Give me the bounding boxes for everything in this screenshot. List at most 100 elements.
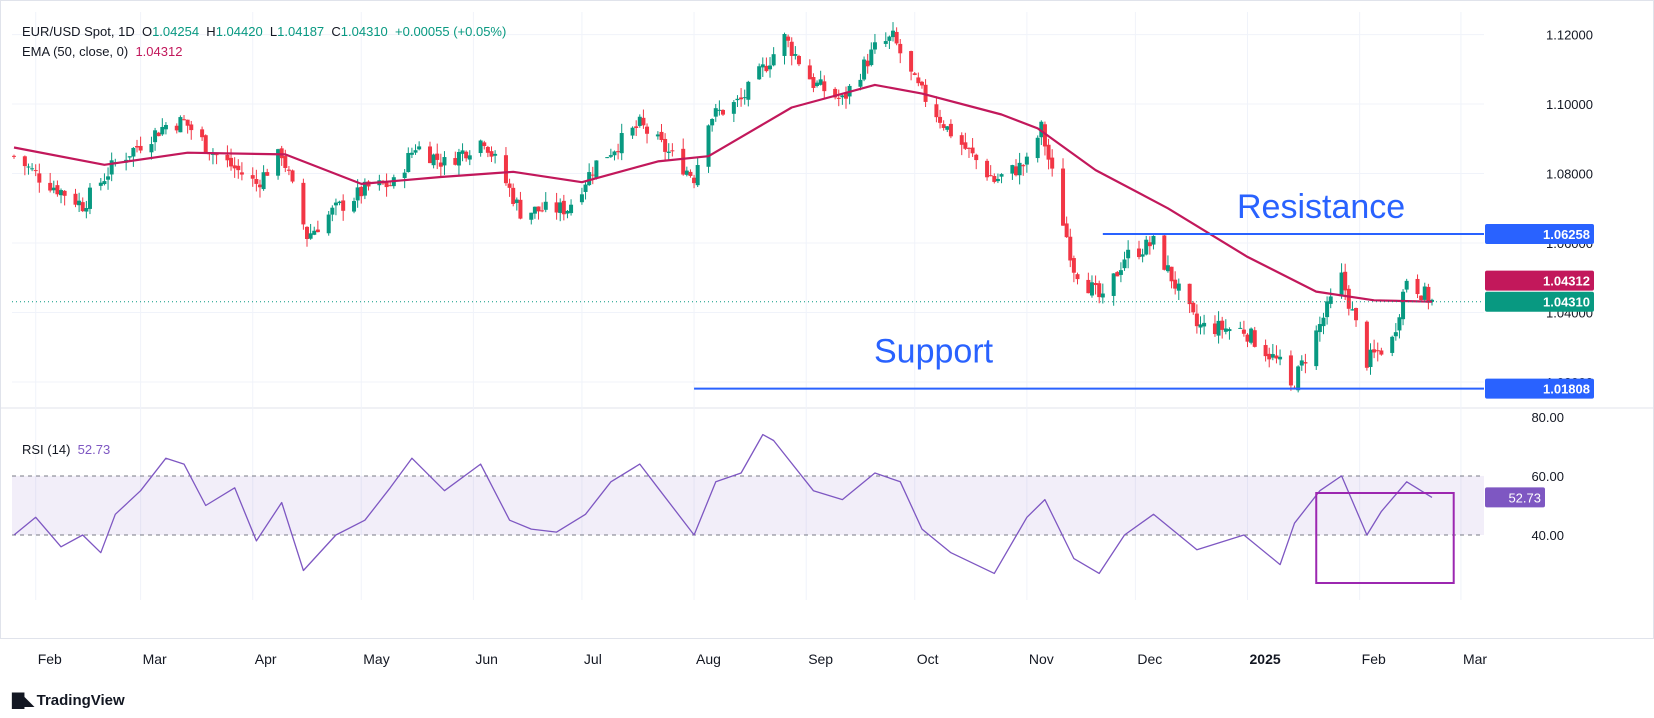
candle-body	[225, 154, 230, 161]
candle	[518, 191, 523, 220]
candle	[427, 141, 432, 164]
candle-body	[402, 172, 407, 178]
candle-body	[782, 34, 787, 56]
candle	[1086, 272, 1091, 294]
candle-body	[688, 171, 693, 176]
candle-body	[1346, 288, 1351, 309]
candle	[250, 167, 255, 187]
candle-body	[764, 65, 769, 72]
candle	[938, 109, 943, 129]
time-tick-label: Aug	[696, 651, 721, 667]
candle-body	[464, 151, 469, 159]
candle	[883, 32, 888, 47]
candle	[355, 179, 360, 208]
candle	[1328, 288, 1333, 309]
candle-body	[1126, 249, 1131, 259]
candle	[912, 72, 917, 76]
open-value: 1.04254	[152, 24, 200, 39]
candle-body	[493, 153, 498, 156]
candle	[966, 147, 971, 158]
candle-body	[1115, 272, 1120, 277]
candle-body	[833, 88, 838, 98]
candle-body	[1140, 254, 1145, 257]
candle-body	[30, 168, 35, 170]
candle	[312, 226, 317, 236]
candle-body	[1151, 235, 1156, 245]
candle-body	[456, 151, 461, 166]
open-label: O	[141, 24, 153, 39]
candle	[1198, 316, 1203, 335]
candle-body	[768, 65, 773, 70]
candle-body	[786, 36, 791, 41]
candle	[536, 206, 541, 220]
candle-body	[590, 174, 595, 176]
candle-body	[80, 202, 85, 212]
candle-body	[735, 98, 740, 101]
candle	[558, 198, 563, 222]
candle-body	[265, 172, 270, 176]
ema-legend: EMA (50, close, 0) 1.04312	[22, 44, 182, 59]
candle-body	[1252, 330, 1257, 347]
candle	[793, 46, 798, 60]
candle-body	[283, 156, 288, 168]
candle	[1270, 343, 1275, 361]
candle	[337, 200, 342, 206]
candle-body	[1426, 286, 1431, 303]
candle	[894, 27, 899, 46]
candle	[182, 115, 187, 121]
candle-body	[355, 187, 360, 201]
candle	[341, 194, 346, 221]
candle	[1169, 266, 1174, 289]
candle-body	[532, 206, 537, 214]
candle	[822, 75, 827, 98]
candle-body	[1216, 320, 1221, 336]
time-tick-label: Feb	[1362, 651, 1386, 667]
candle-body	[970, 147, 975, 154]
candle	[1039, 120, 1044, 146]
candle	[435, 143, 440, 170]
candle-body	[898, 43, 903, 54]
candle	[301, 178, 306, 230]
candle	[796, 54, 801, 67]
candle	[417, 141, 422, 151]
candle-body	[1263, 345, 1268, 357]
candle	[807, 59, 812, 80]
candle	[511, 183, 516, 207]
candle-body	[1328, 296, 1333, 304]
candle-body	[1071, 258, 1076, 273]
candle-body	[941, 124, 946, 128]
candle-body	[308, 233, 313, 239]
rsi-label: RSI (14)	[22, 442, 71, 457]
candle-body	[1296, 366, 1301, 391]
candle	[1140, 248, 1145, 263]
candle	[1278, 349, 1283, 366]
candle	[1245, 333, 1250, 348]
candle-body	[569, 204, 574, 214]
candle	[265, 168, 270, 176]
candle-body	[858, 79, 863, 87]
candle	[974, 153, 979, 170]
candle	[1122, 251, 1127, 271]
candle	[865, 53, 870, 74]
candle-body	[507, 183, 512, 188]
candle	[1346, 285, 1351, 316]
candle-body	[1372, 349, 1377, 353]
rsi-line	[13, 433, 1433, 575]
change-value: +0.00055 (+0.05%)	[395, 24, 507, 39]
time-tick-label: Oct	[917, 651, 939, 667]
candle	[1151, 235, 1156, 250]
candle-body	[1042, 124, 1047, 147]
candle-body	[739, 97, 744, 100]
candle	[1299, 355, 1304, 371]
ema-price-badge: 1.04312	[1543, 274, 1590, 289]
rsi-highlight-box	[1315, 492, 1455, 584]
candle	[1017, 152, 1022, 185]
tradingview-brand[interactable]: ▇◣ TradingView	[12, 690, 125, 710]
candle-body	[1024, 156, 1029, 165]
candle	[290, 169, 295, 184]
candle-body	[489, 151, 494, 157]
candle-body	[695, 165, 700, 186]
candle	[862, 56, 867, 82]
candle	[1097, 280, 1102, 304]
